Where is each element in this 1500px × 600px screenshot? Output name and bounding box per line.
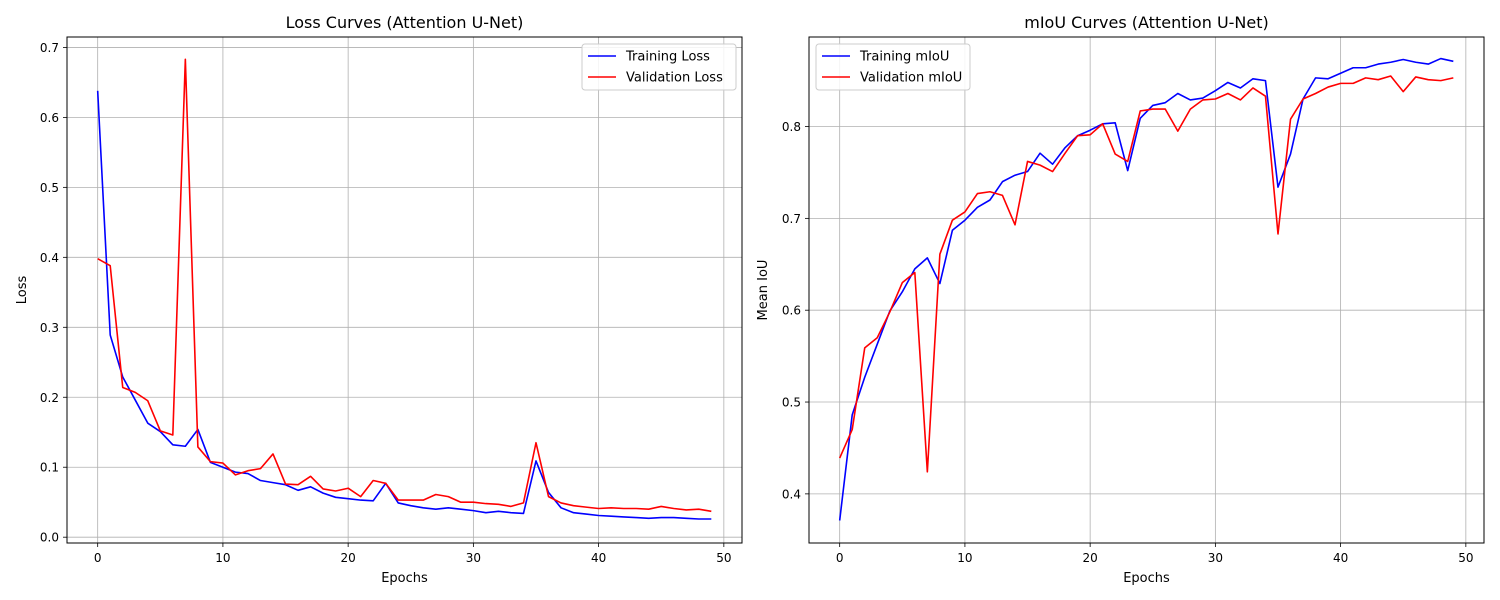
y-axis-label: Mean IoU bbox=[756, 260, 771, 321]
axis-ticks: 0 10 20 30 40 50 0.0 0.1 0.2 0.3 0.4 0.5 0.6 0.7 bbox=[40, 41, 732, 565]
y-tick-label: 0.7 bbox=[782, 212, 801, 226]
x-tick-label: 30 bbox=[1208, 551, 1223, 565]
legend-box bbox=[581, 43, 737, 91]
x-tick-label: 50 bbox=[1458, 551, 1473, 565]
validation-miou-line bbox=[838, 75, 1454, 473]
series-lines bbox=[838, 57, 1454, 521]
x-tick-label: 10 bbox=[215, 551, 230, 565]
legend-label-validation-loss: Validation Loss bbox=[626, 71, 723, 86]
grid bbox=[809, 37, 1484, 543]
y-tick-label: 0.3 bbox=[40, 321, 59, 335]
legend-label-training-miou: Training mIoU bbox=[859, 50, 949, 65]
y-tick-label: 0.5 bbox=[40, 181, 59, 195]
axes-frame bbox=[808, 36, 1485, 544]
chart-title: Loss Curves (Attention U-Net) bbox=[286, 13, 524, 32]
y-tick-label: 0.6 bbox=[40, 111, 59, 125]
x-tick-label: 20 bbox=[341, 551, 356, 565]
x-tick-label: 0 bbox=[836, 551, 844, 565]
axes-frame bbox=[66, 36, 743, 544]
x-tick-label: 40 bbox=[591, 551, 606, 565]
miou-chart: mIoU Curves (Attention U-Net) Epochs Mea… bbox=[756, 13, 1485, 586]
x-tick-label: 40 bbox=[1333, 551, 1348, 565]
validation-loss-line bbox=[97, 58, 712, 513]
y-tick-label: 0.1 bbox=[40, 461, 59, 475]
legend-label-training-loss: Training Loss bbox=[625, 50, 710, 65]
x-tick-label: 0 bbox=[94, 551, 102, 565]
y-tick-label: 0.4 bbox=[782, 487, 801, 501]
y-tick-label: 0.6 bbox=[782, 304, 801, 318]
training-loss-line bbox=[96, 90, 712, 520]
loss-chart: Loss Curves (Attention U-Net) Epochs Los… bbox=[15, 13, 743, 586]
x-axis-label: Epochs bbox=[381, 571, 428, 586]
y-tick-label: 0.7 bbox=[40, 41, 59, 55]
y-tick-label: 0.4 bbox=[40, 251, 59, 265]
legend: Training mIoU Validation mIoU bbox=[815, 43, 971, 91]
x-tick-label: 20 bbox=[1083, 551, 1098, 565]
y-axis-label: Loss bbox=[15, 276, 30, 305]
chart-title: mIoU Curves (Attention U-Net) bbox=[1024, 13, 1269, 32]
x-tick-label: 50 bbox=[716, 551, 731, 565]
y-tick-label: 0.0 bbox=[40, 531, 59, 545]
y-tick-label: 0.5 bbox=[782, 396, 801, 410]
training-miou-line bbox=[838, 57, 1454, 521]
axis-ticks: 0 10 20 30 40 50 0.4 0.5 0.6 0.7 0.8 bbox=[782, 120, 1474, 565]
legend-box bbox=[815, 43, 971, 91]
legend-label-validation-miou: Validation mIoU bbox=[860, 71, 962, 86]
y-tick-label: 0.2 bbox=[40, 391, 59, 405]
legend: Training Loss Validation Loss bbox=[581, 43, 737, 91]
series-lines bbox=[96, 58, 712, 520]
y-tick-label: 0.8 bbox=[782, 120, 801, 134]
grid bbox=[67, 37, 742, 543]
x-axis-label: Epochs bbox=[1123, 571, 1170, 586]
x-tick-label: 10 bbox=[957, 551, 972, 565]
x-tick-label: 30 bbox=[466, 551, 481, 565]
